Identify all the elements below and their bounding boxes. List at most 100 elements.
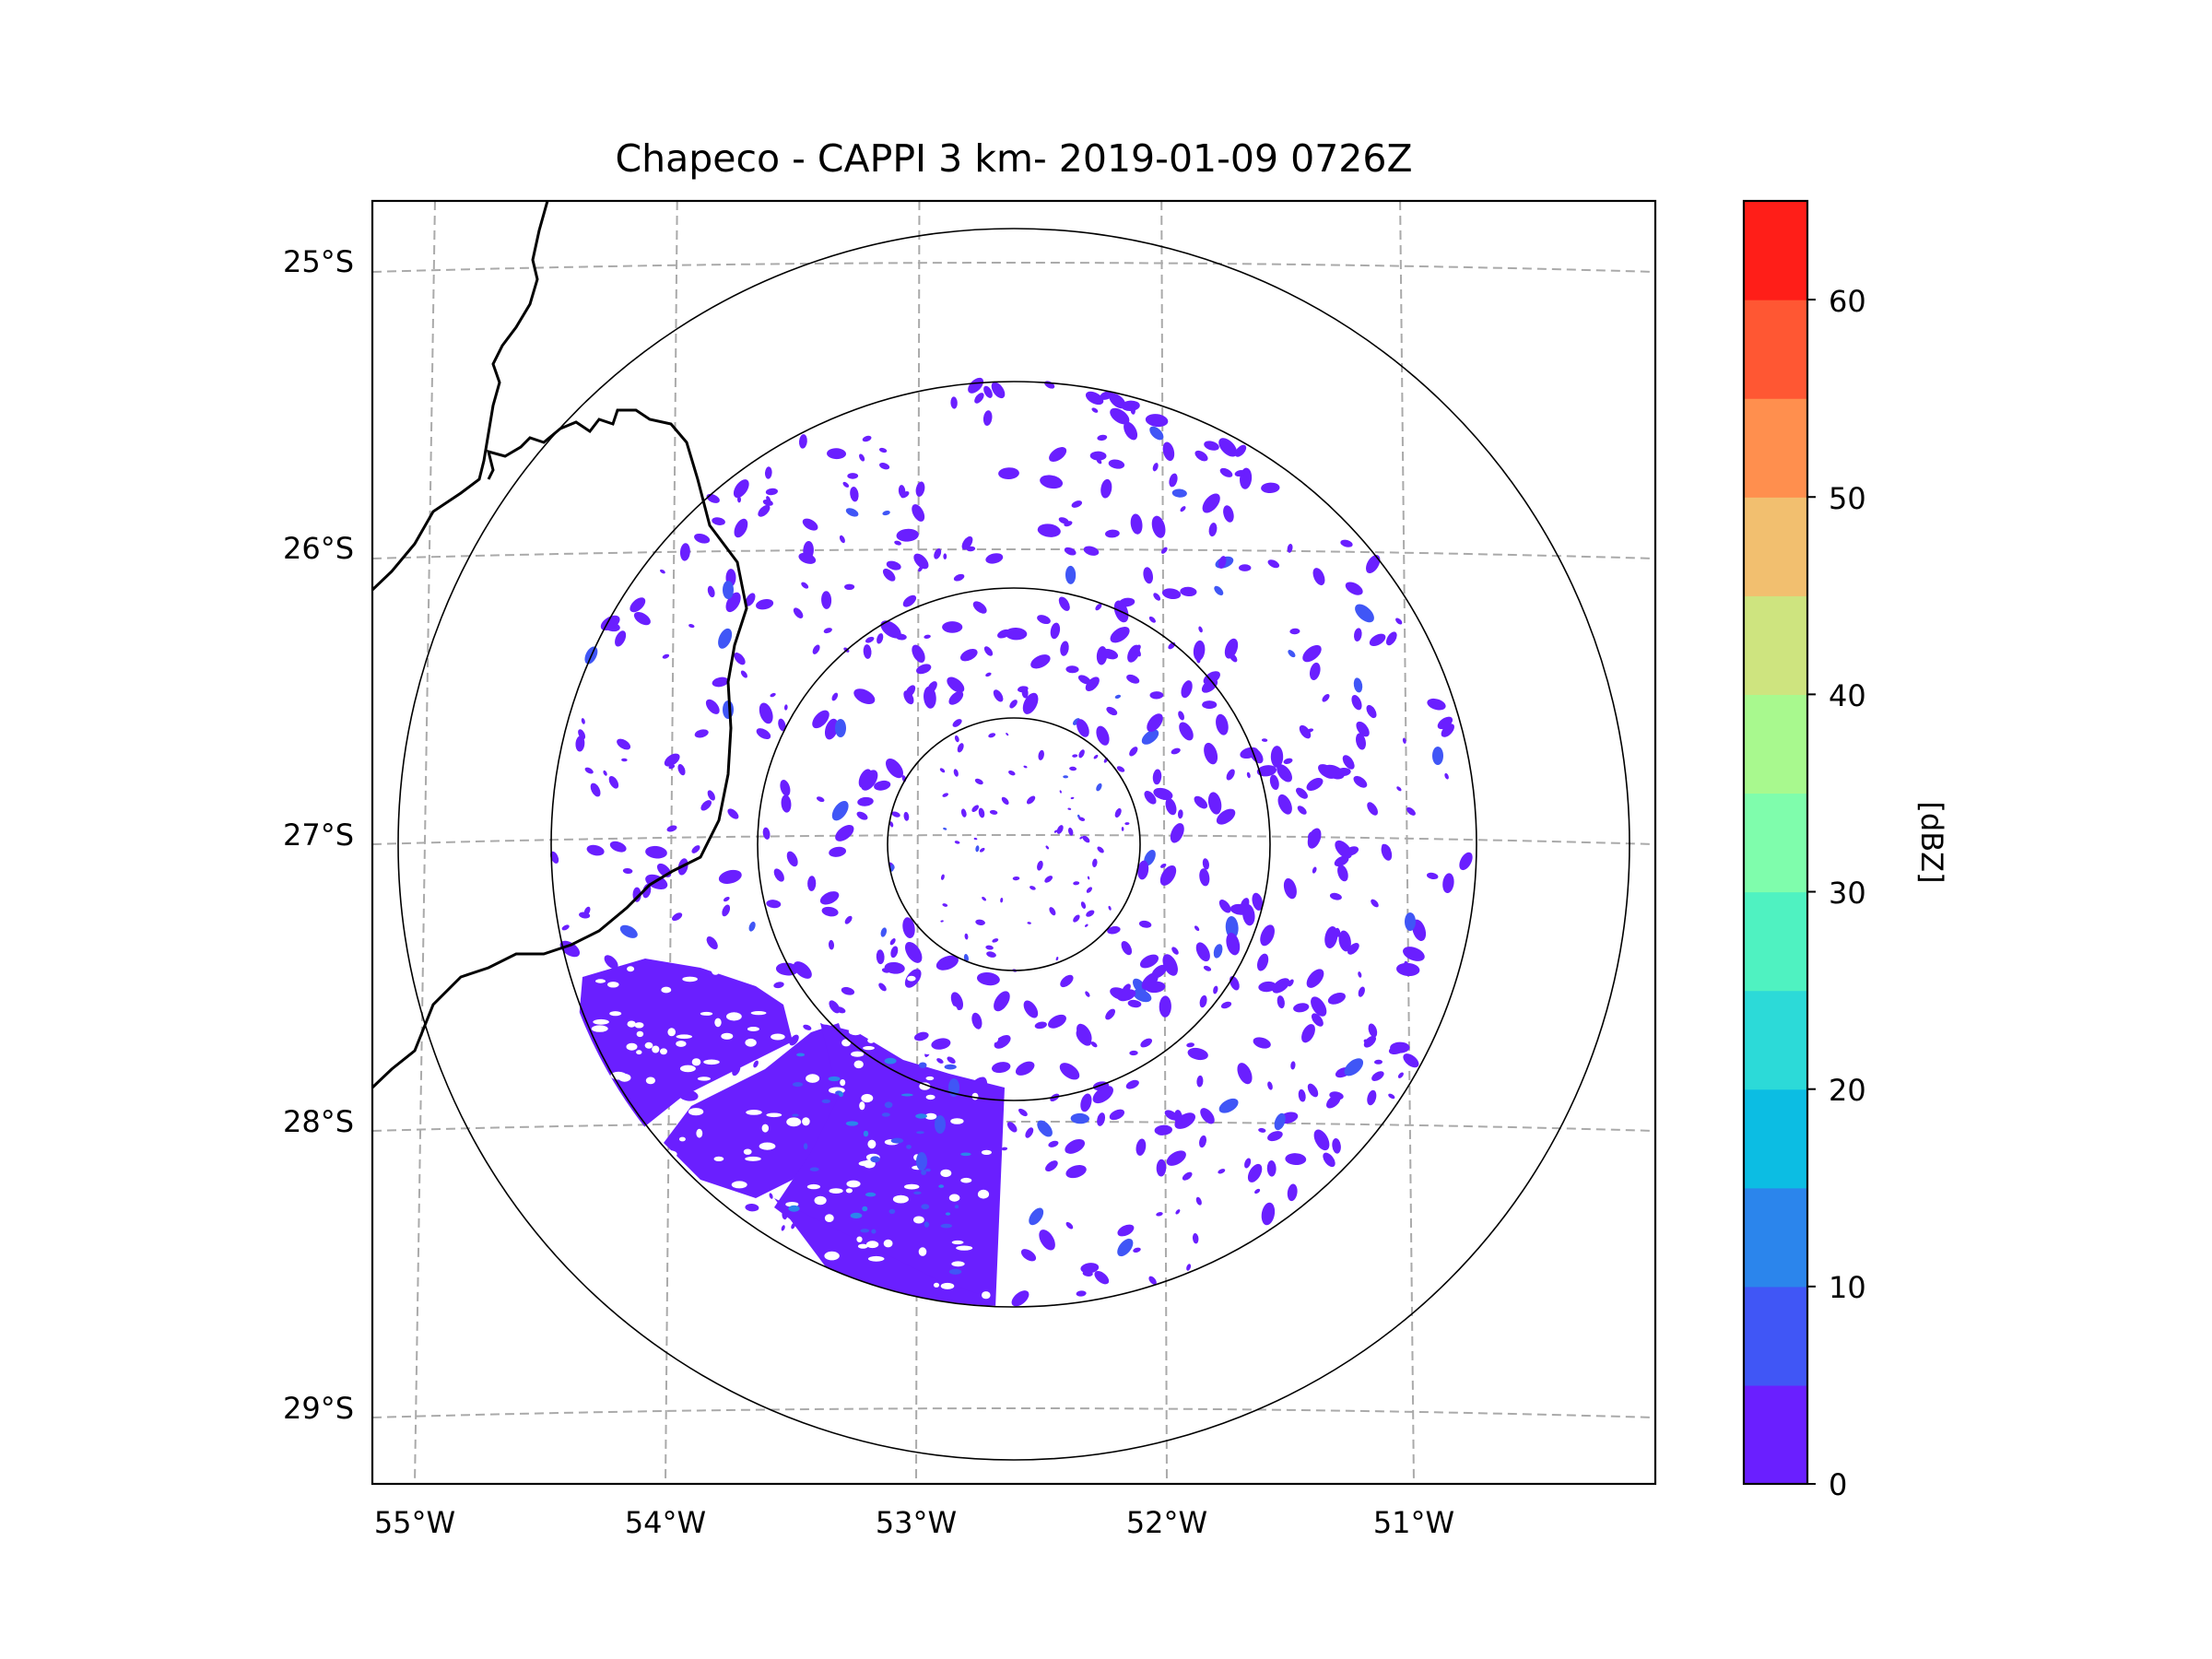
echo-cell: [957, 743, 964, 753]
echo-cell: [921, 1204, 930, 1210]
echo-cell: [931, 1038, 951, 1050]
echo-cell: [884, 1101, 893, 1109]
echo-cell: [994, 1035, 1011, 1049]
echo-gap: [863, 1046, 875, 1051]
colorbar: 0 10 20 30 40 50 60 [dBZ]: [1742, 199, 1949, 1502]
echo-cell: [1432, 747, 1443, 765]
echo-cell: [890, 1137, 904, 1144]
echo-cell: [1186, 1264, 1192, 1271]
echo-cell: [1153, 787, 1173, 800]
echo-gap: [591, 1025, 608, 1032]
echo-cell: [586, 844, 605, 856]
echo-gap: [867, 1038, 875, 1043]
echo-gap: [607, 982, 619, 988]
echo-cell: [912, 644, 925, 663]
echo-cell: [886, 560, 901, 571]
echo-cell: [1397, 1072, 1404, 1078]
echo-cell: [1144, 791, 1157, 805]
echo-cell: [677, 763, 686, 776]
echo-cell: [803, 1143, 808, 1150]
echo-cell: [1078, 749, 1085, 759]
echo-cell: [900, 491, 910, 499]
colorbar-segment: [1744, 1384, 1807, 1485]
echo-cell: [861, 770, 878, 791]
echo-cell: [828, 939, 835, 950]
echo-cell: [740, 670, 747, 678]
echo-cell: [1169, 473, 1178, 488]
echo-cell: [578, 729, 586, 740]
echo-cell: [766, 900, 782, 909]
chart-title: Chapeco - CAPPI 3 km- 2019-01-09 0726Z: [615, 136, 1412, 181]
echo-cell: [906, 1145, 912, 1149]
echo-cell: [1006, 1122, 1018, 1133]
colorbar-tick-label: 50: [1829, 481, 1866, 516]
echo-gap: [840, 1079, 846, 1087]
radar-echoes: [550, 377, 1473, 1307]
echo-cell: [1148, 1276, 1157, 1285]
echo-cell: [629, 597, 646, 613]
echo-cell: [1312, 866, 1317, 874]
echo-cell: [1140, 1038, 1153, 1048]
echo-cell: [863, 644, 872, 659]
echo-gap: [883, 1239, 893, 1248]
echo-gap: [814, 1195, 827, 1206]
echo-cell: [1444, 772, 1449, 780]
echo-cell: [821, 591, 832, 609]
echo-cell: [1223, 505, 1234, 523]
echo-gap: [940, 1169, 952, 1178]
echo-cell: [943, 827, 947, 830]
echo-cell: [662, 653, 670, 659]
range-ring-100km: [757, 587, 1271, 1101]
echo-cell: [1199, 994, 1207, 1008]
echo-cell: [622, 867, 633, 875]
echo-cell: [842, 481, 850, 488]
echo-gap: [786, 1002, 799, 1007]
echo-cell: [1171, 488, 1187, 498]
echo-cell: [617, 738, 631, 750]
echo-cell: [1092, 858, 1098, 867]
echo-cell: [1180, 586, 1197, 597]
echo-cell: [1358, 986, 1365, 997]
echo-cell: [1242, 903, 1255, 926]
echo-cell: [903, 690, 914, 705]
echo-cell: [1125, 1079, 1139, 1089]
echo-cell: [1374, 1059, 1382, 1065]
echo-gap: [861, 1093, 874, 1103]
echo-cell: [1072, 754, 1078, 758]
echo-cell: [1288, 650, 1296, 658]
echo-cell: [900, 1093, 913, 1097]
echo-cell: [1344, 1058, 1364, 1077]
echo-cell: [1289, 628, 1300, 635]
echo-cell: [954, 735, 959, 743]
echo-gap: [766, 1112, 782, 1118]
echo-cell: [829, 846, 847, 857]
echo-cell: [879, 463, 890, 470]
echo-cell: [1091, 407, 1099, 413]
echo-cell: [1071, 500, 1083, 508]
echo-cell: [1076, 1290, 1087, 1297]
echo-gap: [726, 1012, 742, 1021]
echo-cell: [878, 447, 888, 453]
echo-cell: [1199, 1135, 1206, 1148]
colorbar-segment: [1744, 1088, 1807, 1189]
echo-cell: [950, 396, 958, 409]
echo-cell: [1202, 858, 1210, 870]
echo-cell: [819, 891, 840, 905]
echo-cell: [1108, 905, 1112, 911]
echo-gap: [907, 975, 916, 982]
echo-gap: [750, 1011, 767, 1016]
echo-cell: [1124, 822, 1130, 826]
echo-cell: [1143, 567, 1153, 584]
echo-cell: [1258, 1127, 1266, 1133]
echo-cell: [762, 827, 771, 840]
echo-cell: [1156, 1212, 1163, 1217]
echo-cell: [1218, 438, 1238, 457]
echo-cell: [961, 535, 973, 550]
echo-cell: [1060, 641, 1069, 656]
echo-cell: [1237, 1063, 1253, 1085]
echo-cell: [1335, 767, 1351, 777]
echo-cell: [1366, 704, 1377, 719]
echo-cell: [666, 825, 677, 832]
echo-cell: [1018, 1108, 1026, 1114]
echo-cell: [1105, 1008, 1116, 1020]
